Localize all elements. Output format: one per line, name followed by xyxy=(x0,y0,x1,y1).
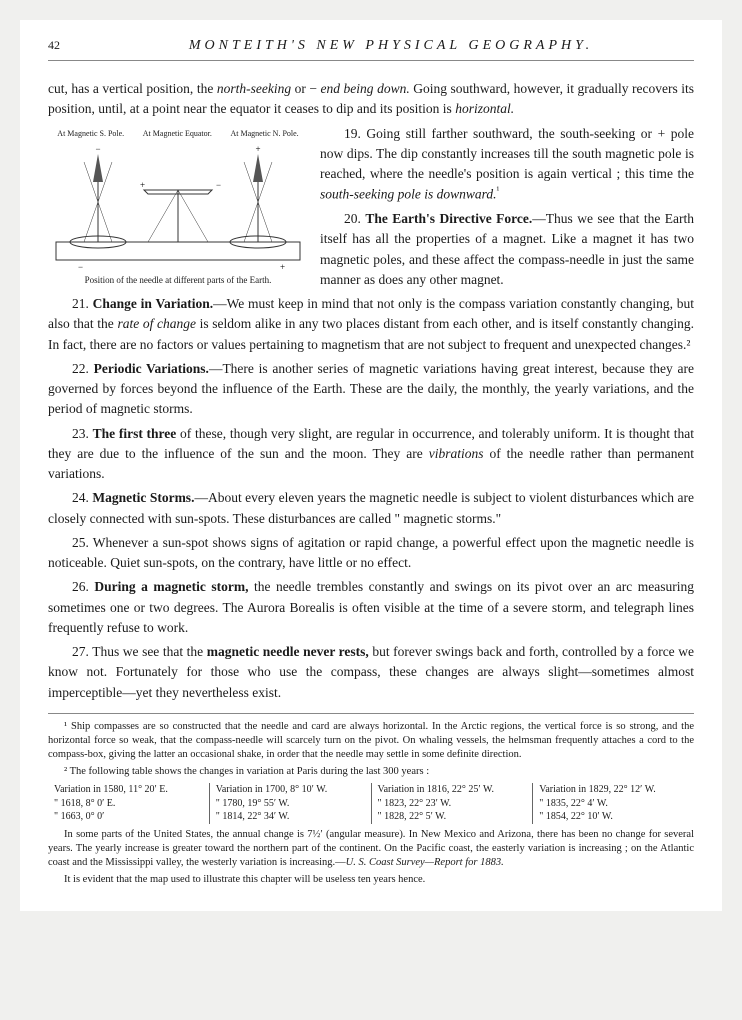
needle-diagram-svg: − + − + − + xyxy=(48,142,308,270)
svg-text:+: + xyxy=(140,180,145,190)
footnote-rule xyxy=(48,713,694,714)
paragraph-26: 26. During a magnetic storm, the needle … xyxy=(48,577,694,638)
paragraph-23: 23. The first three of these, though ver… xyxy=(48,424,694,485)
running-title: MONTEITH'S NEW PHYSICAL GEOGRAPHY. xyxy=(88,38,694,54)
variation-col-4: Variation in 1829, 22° 12′ W. " 1835, 22… xyxy=(533,783,694,824)
footnotes: ¹ Ship compasses are so constructed that… xyxy=(48,720,694,888)
svg-text:+: + xyxy=(255,144,260,154)
footnote-2-outro: In some parts of the United States, the … xyxy=(48,828,694,871)
paragraph-22: 22. Periodic Variations.—There is anothe… xyxy=(48,359,694,420)
figure-diagram: − + − + − + xyxy=(48,142,308,270)
footnote-3: It is evident that the map used to illus… xyxy=(48,873,694,887)
paragraph-21: 21. Change in Variation.—We must keep in… xyxy=(48,294,694,355)
body-text: cut, has a vertical position, the north-… xyxy=(48,79,694,888)
page-number: 42 xyxy=(48,38,88,53)
figure-caption: Position of the needle at different part… xyxy=(48,274,308,288)
paragraph-24: 24. Magnetic Storms.—About every eleven … xyxy=(48,488,694,529)
figure-top-labels: At Magnetic S. Pole. At Magnetic Equator… xyxy=(48,128,308,140)
page-header: 42 MONTEITH'S NEW PHYSICAL GEOGRAPHY. xyxy=(48,38,694,61)
svg-text:−: − xyxy=(216,180,221,190)
variation-col-3: Variation in 1816, 22° 25′ W. " 1823, 22… xyxy=(372,783,534,824)
page-container: 42 MONTEITH'S NEW PHYSICAL GEOGRAPHY. cu… xyxy=(20,20,722,911)
variation-col-1: Variation in 1580, 11° 20′ E. " 1618, 8°… xyxy=(48,783,210,824)
svg-text:−: − xyxy=(78,262,83,270)
variation-col-2: Variation in 1700, 8° 10′ W. " 1780, 19°… xyxy=(210,783,372,824)
paragraph-25: 25. Whenever a sun-spot shows signs of a… xyxy=(48,533,694,574)
svg-text:−: − xyxy=(95,144,100,154)
paragraph-27: 27. Thus we see that the magnetic needle… xyxy=(48,642,694,703)
variation-table: Variation in 1580, 11° 20′ E. " 1618, 8°… xyxy=(48,783,694,824)
footnote-2-intro: ² The following table shows the changes … xyxy=(48,765,694,779)
figure-needle-position: At Magnetic S. Pole. At Magnetic Equator… xyxy=(48,128,308,288)
svg-text:+: + xyxy=(280,262,285,270)
paragraph-cut: cut, has a vertical position, the north-… xyxy=(48,79,694,120)
footnote-1: ¹ Ship compasses are so constructed that… xyxy=(48,720,694,763)
